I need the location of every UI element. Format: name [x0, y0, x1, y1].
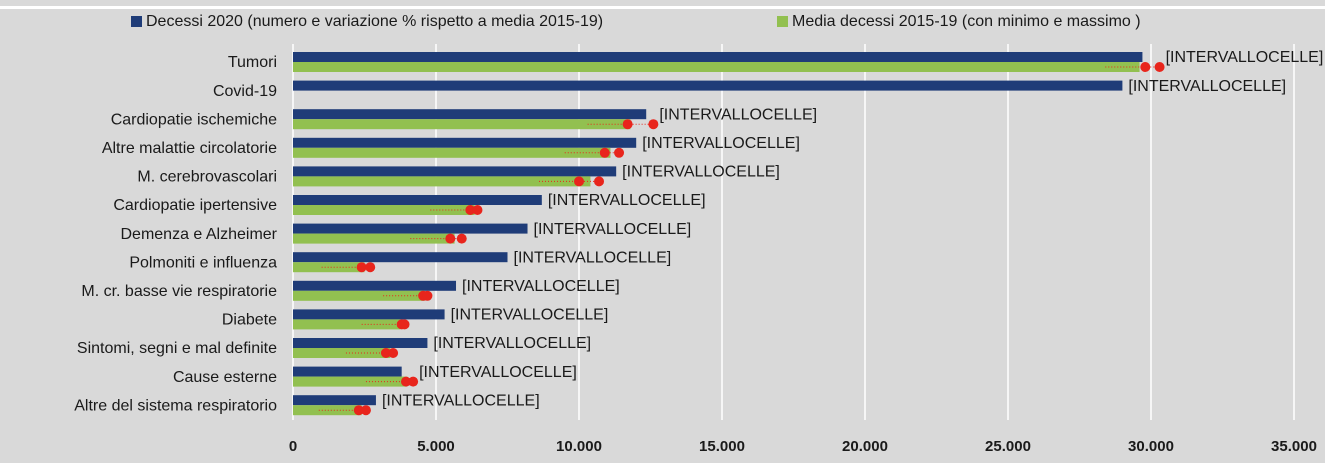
- data-label: [INTERVALLOCELLE]: [622, 164, 780, 181]
- legend-swatch: [131, 16, 142, 27]
- min-dot: [599, 147, 610, 158]
- min-dot: [380, 348, 391, 358]
- bar: [293, 147, 611, 158]
- bar: [293, 109, 647, 120]
- bar: [293, 252, 508, 263]
- x-tick-label: 10.000: [556, 438, 602, 455]
- bar: [293, 405, 362, 416]
- legend-label: Media decessi 2015-19 (con minimo e mass…: [792, 13, 1141, 30]
- bar: [293, 348, 391, 358]
- data-label: [INTERVALLOCELLE]: [534, 221, 692, 238]
- min-dot: [622, 119, 633, 130]
- y-tick-label: Polmoniti e influenza: [129, 254, 277, 271]
- data-label: [INTERVALLOCELLE]: [1128, 78, 1286, 95]
- bar: [293, 119, 631, 130]
- bar: [293, 338, 428, 348]
- x-tick-label: 35.000: [1271, 438, 1317, 455]
- y-tick-label: Cause esterne: [173, 369, 277, 386]
- y-tick-label: Altre del sistema respiratorio: [74, 397, 277, 414]
- max-dot: [614, 147, 625, 158]
- bar: [293, 376, 408, 387]
- max-dot: [360, 405, 371, 416]
- data-label: [INTERVALLOCELLE]: [462, 278, 620, 295]
- data-label: [INTERVALLOCELLE]: [451, 307, 609, 324]
- max-dot: [472, 205, 483, 215]
- min-dot: [1140, 62, 1151, 72]
- bar: [293, 319, 401, 330]
- x-tick-label: 5.000: [417, 438, 455, 455]
- bar: [293, 223, 528, 234]
- max-dot: [594, 176, 605, 187]
- data-label: [INTERVALLOCELLE]: [659, 106, 817, 123]
- max-dot: [365, 262, 376, 273]
- bar: [293, 205, 475, 215]
- max-dot: [1154, 62, 1165, 72]
- y-tick-label: Tumori: [228, 54, 277, 71]
- y-tick-label: M. cr. basse vie respiratorie: [81, 283, 277, 300]
- top-rule: [0, 6, 1325, 9]
- y-tick-label: Demenza e Alzheimer: [120, 226, 277, 243]
- data-label: [INTERVALLOCELLE]: [419, 364, 577, 381]
- data-label: [INTERVALLOCELLE]: [548, 192, 706, 209]
- min-dot: [356, 262, 367, 273]
- data-label: [INTERVALLOCELLE]: [642, 135, 800, 152]
- data-label: [INTERVALLOCELLE]: [433, 335, 591, 352]
- x-tick-label: 15.000: [699, 438, 745, 455]
- y-tick-label: Sintomi, segni e mal definite: [77, 340, 277, 357]
- bar: [293, 395, 376, 406]
- y-tick-label: M. cerebrovascolari: [137, 169, 277, 186]
- y-tick-label: Covid-19: [213, 83, 277, 100]
- x-tick-label: 30.000: [1128, 438, 1174, 455]
- min-dot: [465, 205, 476, 215]
- bar: [293, 366, 402, 377]
- y-tick-label: Altre malattie circolatorie: [102, 140, 277, 157]
- legend-swatch: [777, 16, 788, 27]
- x-tick-label: 25.000: [985, 438, 1031, 455]
- min-dot: [574, 176, 584, 187]
- min-dot: [353, 405, 364, 416]
- bar: [293, 52, 1143, 62]
- bar: [293, 166, 617, 177]
- data-label: [INTERVALLOCELLE]: [382, 392, 540, 409]
- data-label: [INTERVALLOCELLE]: [514, 249, 672, 266]
- bar: [293, 280, 457, 291]
- bar: [293, 262, 365, 273]
- bar: [293, 195, 542, 205]
- legend-label: Decessi 2020 (numero e variazione % risp…: [146, 13, 603, 30]
- bar: [293, 62, 1140, 72]
- bar: [293, 176, 591, 187]
- y-tick-label: Diabete: [222, 312, 277, 329]
- x-tick-label: 20.000: [842, 438, 888, 455]
- max-dot: [388, 348, 399, 358]
- min-dot: [400, 376, 411, 387]
- max-dot: [399, 319, 410, 330]
- max-dot: [408, 376, 419, 387]
- x-tick-label: 0: [289, 438, 297, 455]
- bar: [293, 137, 637, 148]
- y-tick-label: Cardiopatie ipertensive: [113, 197, 277, 214]
- y-tick-label: Cardiopatie ischemiche: [111, 111, 277, 128]
- bar: [293, 80, 1123, 91]
- max-dot: [422, 290, 433, 301]
- bar: [293, 309, 445, 320]
- bar: [293, 290, 425, 301]
- max-dot: [456, 233, 467, 244]
- max-dot: [648, 119, 659, 130]
- data-label: [INTERVALLOCELLE]: [1166, 49, 1324, 66]
- bar: [293, 233, 455, 244]
- min-dot: [445, 233, 456, 244]
